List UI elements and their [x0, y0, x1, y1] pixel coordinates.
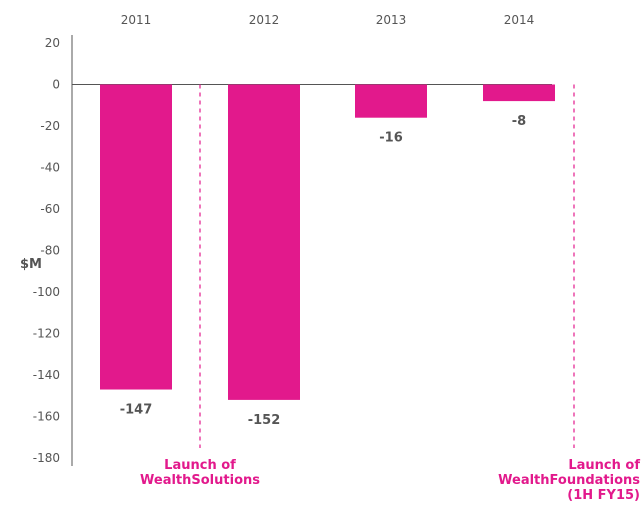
- y-tick-label: -40: [40, 161, 60, 175]
- y-tick-label: -20: [40, 119, 60, 133]
- y-tick-label: 0: [52, 78, 60, 92]
- annotation-text: WealthSolutions: [140, 473, 260, 488]
- y-tick-label: -180: [33, 451, 60, 465]
- bar-2014: [483, 84, 555, 102]
- category-label: 2014: [504, 13, 535, 27]
- annotation-text: Launch of: [568, 458, 640, 473]
- y-axis: 20 0 -20 -40 -60 -80 -100 -120 -140 -160 -180: [33, 35, 552, 466]
- annotation-text: (1H FY15): [567, 488, 640, 503]
- bars: [100, 84, 555, 400]
- y-tick-label: -60: [40, 202, 60, 216]
- category-labels: 2011 2012 2013 2014: [121, 13, 535, 27]
- y-tick-label: 20: [45, 36, 60, 50]
- data-labels: -147 -152 -16 -8: [120, 114, 527, 428]
- y-tick-label: -140: [33, 368, 60, 382]
- data-label: -8: [512, 114, 526, 129]
- annotation-text: Launch of: [164, 458, 236, 473]
- bar-2011: [100, 84, 172, 390]
- bar-2013: [355, 84, 427, 118]
- data-label: -147: [120, 403, 153, 418]
- y-tick-label: -120: [33, 327, 60, 341]
- data-label: -152: [248, 413, 281, 428]
- bar-2012: [228, 84, 300, 400]
- data-label: -16: [379, 131, 403, 146]
- y-axis-label: $M: [20, 257, 42, 272]
- category-label: 2012: [249, 13, 280, 27]
- annotation-text: WealthFoundations: [498, 473, 640, 488]
- y-tick-label: -100: [33, 285, 60, 299]
- y-tick-label: -80: [40, 244, 60, 258]
- category-label: 2013: [376, 13, 407, 27]
- y-tick-label: -160: [33, 410, 60, 424]
- category-label: 2011: [121, 13, 152, 27]
